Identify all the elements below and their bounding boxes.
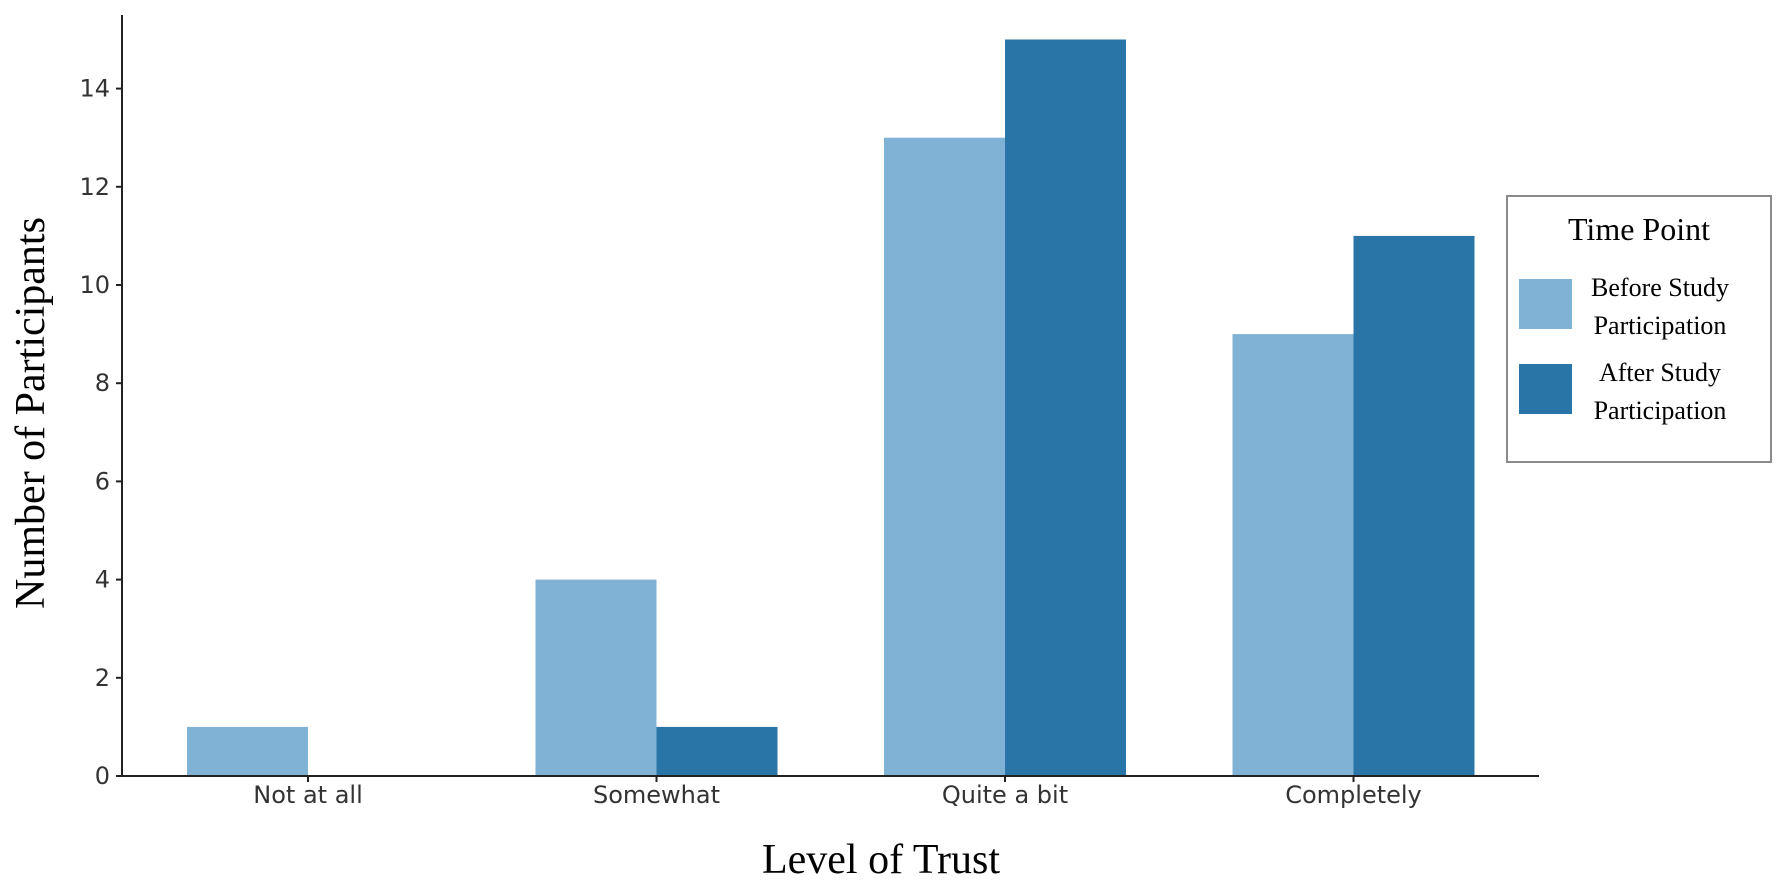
legend-title: Time Point (1568, 211, 1710, 247)
legend-label: Before Study Participation (1591, 273, 1729, 340)
x-tick-label: Quite a bit (942, 781, 1068, 809)
legend-swatch (1519, 364, 1572, 414)
y-tick-label: 2 (95, 664, 110, 692)
bar-before-somewhat (535, 579, 657, 776)
legend: Time Point Before Study Participation Afte… (1506, 195, 1772, 463)
x-ticks-group: Not at all Somewhat Quite a bit Completely (253, 776, 1422, 809)
x-axis-title: Level of Trust (762, 837, 1000, 883)
legend-swatch (1519, 279, 1572, 329)
bar-after-completely (1353, 235, 1475, 776)
legend-items: Before Study Participation After Study Part… (1519, 273, 1729, 425)
y-tick-label: 12 (79, 173, 110, 201)
y-ticks-group: 0 2 4 6 8 10 12 14 (79, 75, 122, 790)
bar-before-not-at-all (187, 726, 308, 776)
y-tick-label: 0 (95, 762, 110, 790)
legend-label: After Study Participation (1594, 358, 1727, 425)
x-tick-label: Somewhat (593, 781, 720, 809)
y-tick-label: 14 (79, 75, 110, 103)
bar-before-completely (1232, 334, 1354, 776)
bar-after-somewhat (656, 726, 778, 776)
bar-after-quite-a-bit (1005, 39, 1126, 776)
y-tick-label: 4 (95, 566, 110, 594)
bars-group (187, 39, 1475, 776)
bar-before-quite-a-bit (884, 137, 1005, 776)
y-tick-label: 8 (95, 369, 110, 397)
axes-group (121, 15, 1539, 777)
x-tick-label: Completely (1285, 781, 1422, 809)
y-tick-label: 6 (95, 467, 110, 495)
y-axis-title: Number of Participants (8, 217, 54, 609)
x-tick-label: Not at all (253, 781, 362, 809)
y-tick-label: 10 (79, 271, 110, 299)
